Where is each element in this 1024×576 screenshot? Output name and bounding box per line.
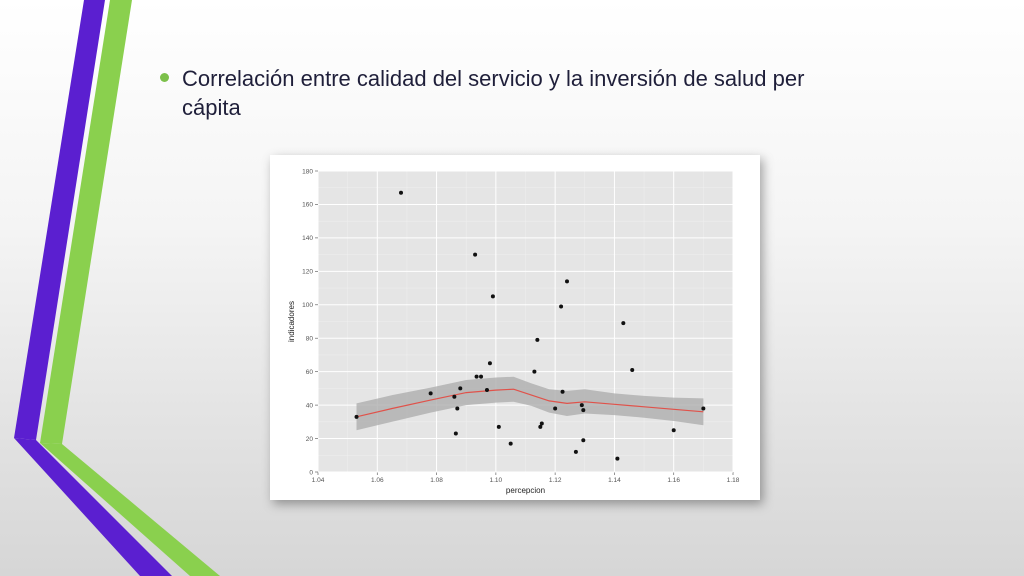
y-axis-title: indicadores bbox=[287, 301, 296, 342]
x-tick-label: 1.06 bbox=[371, 477, 384, 484]
data-point bbox=[553, 406, 558, 411]
x-tick-label: 1.14 bbox=[608, 477, 621, 484]
y-tick-label: 0 bbox=[309, 469, 313, 476]
data-point bbox=[573, 449, 578, 454]
data-point bbox=[532, 369, 537, 374]
data-point bbox=[399, 190, 403, 195]
purple-stripe-vertical bbox=[14, 0, 105, 440]
bullet-text: Correlación entre calidad del servicio y… bbox=[182, 66, 805, 120]
data-point bbox=[458, 386, 463, 391]
data-point bbox=[496, 424, 501, 429]
y-tick-label: 140 bbox=[302, 235, 313, 242]
x-axis-title: percepcion bbox=[506, 486, 545, 495]
data-point bbox=[538, 424, 543, 429]
trend-line bbox=[356, 388, 704, 418]
x-tick-label: 1.12 bbox=[549, 477, 562, 484]
data-point bbox=[452, 394, 457, 399]
data-point bbox=[539, 421, 544, 426]
data-point bbox=[621, 321, 626, 326]
scatter-chart: 1.04 1.06 1.08 1.10 1.12 1.14 1.16 1.18 0 20 40 60 8… bbox=[270, 155, 760, 500]
y-tick-label: 180 bbox=[302, 168, 313, 175]
purple-stripe-diagonal bbox=[14, 438, 172, 576]
data-point bbox=[535, 337, 540, 342]
y-tick-label: 80 bbox=[306, 336, 314, 343]
data-point bbox=[565, 279, 569, 284]
y-tick-label: 40 bbox=[306, 402, 314, 409]
x-tick-label: 1.18 bbox=[727, 477, 740, 484]
green-stripe-diagonal bbox=[40, 443, 220, 576]
data-point bbox=[581, 438, 586, 443]
data-point bbox=[473, 252, 478, 257]
bullet-dot-icon bbox=[160, 73, 169, 82]
data-point bbox=[455, 406, 460, 411]
data-point bbox=[479, 374, 484, 379]
bullet-item: Correlación entre calidad del servicio y… bbox=[160, 64, 840, 122]
y-tick-label: 100 bbox=[302, 302, 313, 309]
x-tick-label: 1.04 bbox=[312, 477, 325, 484]
data-point bbox=[453, 431, 458, 436]
data-point bbox=[615, 456, 620, 461]
data-point bbox=[581, 408, 586, 413]
green-stripe-vertical bbox=[40, 0, 132, 444]
y-tick-label: 20 bbox=[306, 436, 314, 443]
data-point bbox=[487, 361, 492, 366]
data-point bbox=[559, 304, 564, 309]
data-point bbox=[428, 391, 433, 396]
chart-figure: 1.04 1.06 1.08 1.10 1.12 1.14 1.16 1.18 0 20 40 60 8… bbox=[270, 155, 760, 500]
data-point bbox=[671, 428, 676, 433]
confidence-band bbox=[356, 376, 704, 431]
data-point bbox=[560, 389, 565, 394]
x-tick-label: 1.08 bbox=[430, 477, 443, 484]
data-point bbox=[701, 406, 706, 411]
data-point bbox=[579, 403, 584, 408]
data-point bbox=[490, 294, 495, 299]
x-tick-label: 1.16 bbox=[667, 477, 680, 484]
data-point bbox=[508, 441, 513, 446]
data-point bbox=[474, 374, 479, 379]
data-point bbox=[630, 367, 635, 372]
y-tick-label: 160 bbox=[302, 202, 313, 209]
data-point bbox=[484, 388, 489, 393]
x-tick-label: 1.10 bbox=[490, 477, 503, 484]
data-point bbox=[354, 414, 359, 419]
y-tick-label: 120 bbox=[302, 269, 313, 276]
y-tick-label: 60 bbox=[306, 369, 314, 376]
